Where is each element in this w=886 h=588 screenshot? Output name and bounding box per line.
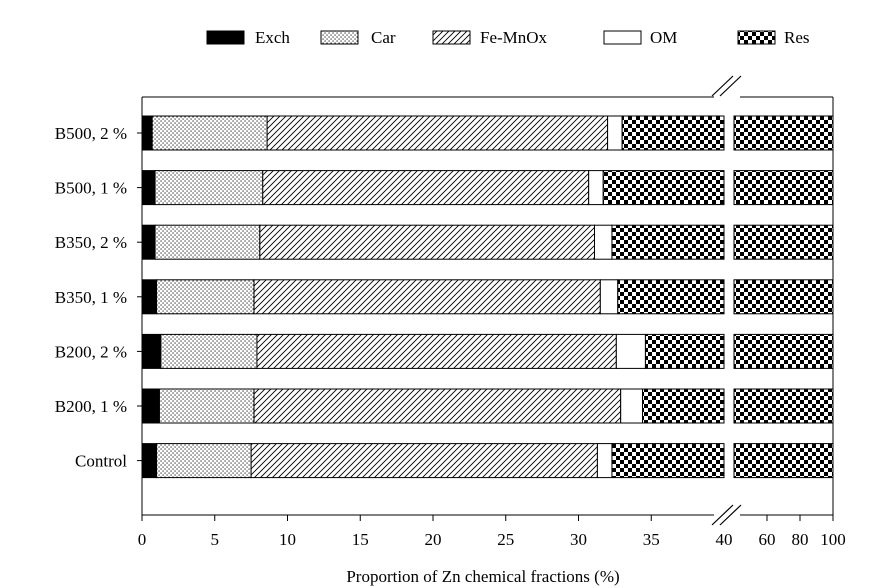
bar-control-exch xyxy=(141,443,158,479)
y-tick-label-control: Control xyxy=(75,452,127,471)
legend-item-car: Car xyxy=(320,28,396,47)
bar-control-fe-mnox xyxy=(250,443,598,479)
axis-break-top-slash-2 xyxy=(719,75,742,97)
bar-b350-1-res-part1 xyxy=(617,279,725,315)
bar-b500-2-om xyxy=(607,115,623,151)
x-ticks-layer: 0 5 10 15 20 25 30 35 40 60 80 100 xyxy=(138,515,846,549)
legend-swatch-om xyxy=(603,30,642,45)
x-tick-label-35: 35 xyxy=(643,530,660,549)
bar-b200-2-exch xyxy=(141,333,162,369)
bar-b350-2-car xyxy=(154,224,261,260)
bar-b200-1-res-part1 xyxy=(642,388,725,424)
bar-b500-2-res-part2 xyxy=(733,115,834,151)
bar-b350-1-car xyxy=(156,279,255,315)
bar-b200-2-car xyxy=(160,333,258,369)
bar-b500-1-exch xyxy=(141,170,156,206)
x-axis-title: Proportion of Zn chemical fractions (%) xyxy=(346,567,619,586)
bar-b500-1-res-part2 xyxy=(733,170,834,206)
bar-b500-2-exch xyxy=(141,115,153,151)
x-tick-label-80: 80 xyxy=(792,530,809,549)
bar-b350-2-exch xyxy=(141,224,156,260)
bar-control-res-part1 xyxy=(611,443,725,479)
x-tick-label-15: 15 xyxy=(352,530,369,549)
legend: Exch Car Fe-MnOx OM Res xyxy=(206,28,810,47)
legend-swatch-exch xyxy=(206,30,245,45)
axis-break-bottom-slash-2 xyxy=(719,504,742,526)
bar-b500-1-om xyxy=(588,170,604,206)
bar-b500-1-car xyxy=(154,170,264,206)
bar-b500-1-res-part1 xyxy=(602,170,725,206)
y-tick-label-b500-1: B500, 1 % xyxy=(55,179,127,198)
legend-label-res: Res xyxy=(784,28,810,47)
bar-b200-1-res-part2 xyxy=(733,388,834,424)
bar-b200-2-om xyxy=(615,333,646,369)
legend-label-exch: Exch xyxy=(255,28,290,47)
legend-item-om: OM xyxy=(603,28,677,47)
bar-b200-1-exch xyxy=(141,388,160,424)
legend-swatch-res xyxy=(737,30,776,45)
x-tick-label-60: 60 xyxy=(759,530,776,549)
bar-b200-1-fe-mnox xyxy=(253,388,622,424)
x-tick-label-10: 10 xyxy=(279,530,296,549)
y-tick-labels: B500, 2 % B500, 1 % B350, 2 % B350, 1 % B200… xyxy=(55,124,142,471)
bar-b200-2-res-part2 xyxy=(733,333,834,369)
x-tick-label-5: 5 xyxy=(211,530,220,549)
y-tick-label-b350-1: B350, 1 % xyxy=(55,288,127,307)
bar-control-om xyxy=(596,443,613,479)
y-tick-label-b350-2: B350, 2 % xyxy=(55,233,127,252)
bar-control-car xyxy=(156,443,252,479)
bar-b350-1-exch xyxy=(141,279,158,315)
bar-b200-1-om xyxy=(620,388,644,424)
axis-break-bottom-slash-1 xyxy=(711,504,734,526)
x-tick-label-25: 25 xyxy=(497,530,514,549)
x-tick-label-40: 40 xyxy=(716,530,733,549)
legend-label-car: Car xyxy=(371,28,396,47)
bar-b350-2-om xyxy=(594,224,613,260)
bar-b350-1-om xyxy=(599,279,619,315)
legend-item-res: Res xyxy=(737,28,810,47)
legend-swatch-car xyxy=(320,30,359,45)
legend-swatch-fe-mnox xyxy=(432,30,471,45)
y-tick-label-b200-2: B200, 2 % xyxy=(55,342,127,361)
x-tick-label-30: 30 xyxy=(570,530,587,549)
bar-b350-1-fe-mnox xyxy=(253,279,601,315)
x-tick-label-20: 20 xyxy=(425,530,442,549)
bar-b500-2-res-part1 xyxy=(621,115,725,151)
bar-b350-2-fe-mnox xyxy=(259,224,596,260)
y-tick-label-b200-1: B200, 1 % xyxy=(55,397,127,416)
axis-break-top xyxy=(711,75,742,102)
y-tick-label-b500-2: B500, 2 % xyxy=(55,124,127,143)
bar-b200-1-car xyxy=(158,388,255,424)
bars-layer xyxy=(141,115,834,479)
legend-label-fe-mnox: Fe-MnOx xyxy=(480,28,548,47)
bar-b350-2-res-part2 xyxy=(733,224,834,260)
x-tick-label-100: 100 xyxy=(820,530,846,549)
bar-b350-1-res-part2 xyxy=(733,279,834,315)
x-tick-label-0: 0 xyxy=(138,530,147,549)
legend-item-exch: Exch xyxy=(206,28,290,47)
bar-control-res-part2 xyxy=(733,443,834,479)
axis-break-top-slash-1 xyxy=(711,75,734,97)
bar-b500-2-fe-mnox xyxy=(266,115,609,151)
bar-b500-2-car xyxy=(151,115,268,151)
bar-b200-2-res-part1 xyxy=(644,333,725,369)
bar-b500-1-fe-mnox xyxy=(262,170,590,206)
legend-item-fe-mnox: Fe-MnOx xyxy=(432,28,548,47)
bar-b350-2-res-part1 xyxy=(611,224,725,260)
bar-b200-2-fe-mnox xyxy=(256,333,617,369)
legend-label-om: OM xyxy=(650,28,677,47)
plot-area: B500, 2 % B500, 1 % B350, 2 % B350, 1 % B200… xyxy=(55,75,846,549)
axis-break-bottom xyxy=(711,504,742,526)
